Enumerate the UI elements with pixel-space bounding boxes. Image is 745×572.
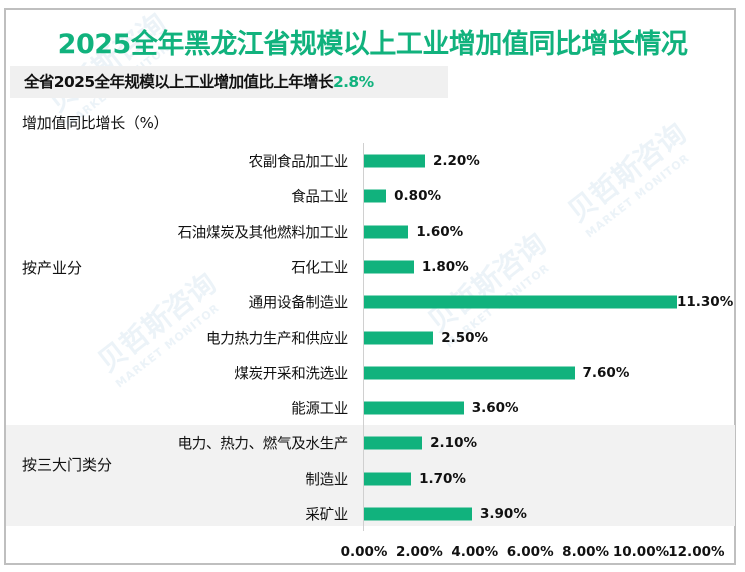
category-label: 电力、热力、燃气及水生产 (177, 436, 349, 453)
value-label: 3.90% (480, 506, 527, 522)
x-tick-label: 2.00% (395, 544, 443, 560)
bar (364, 331, 434, 344)
bar (364, 401, 464, 415)
x-tick-label: 0.00% (340, 544, 388, 560)
x-tick-label: 10.00% (612, 544, 670, 560)
value-label: 0.80% (394, 188, 441, 205)
value-label: 2.10% (430, 435, 477, 452)
value-label: 2.20% (432, 153, 480, 169)
value-label: 2.50% (441, 329, 489, 346)
category-label: 农副食品加工业 (248, 154, 349, 171)
category-label: 能源工业 (291, 401, 348, 418)
category-label: 煤炭开采和洗选业 (234, 366, 348, 383)
bar (364, 436, 423, 450)
category-label: 采矿业 (305, 507, 348, 524)
bar (364, 260, 414, 274)
bar (364, 225, 409, 239)
value-label: 3.60% (471, 400, 519, 417)
group-label-by-sector: 按三大门类分 (22, 456, 113, 474)
subtitle-box: 全省2025全年规模以上工业增加值比上年增长2.8% (10, 66, 448, 98)
x-tick-label: 12.00% (668, 544, 725, 560)
subtitle-text: 全省2025全年规模以上工业增加值比上年增长 (24, 73, 334, 91)
bar (364, 507, 473, 521)
y-axis-title: 增加值同比增长（%） (22, 114, 169, 132)
category-label: 食品工业 (291, 189, 348, 206)
category-label: 电力热力生产和供应业 (206, 331, 348, 347)
value-label: 1.70% (419, 470, 466, 487)
value-label: 1.60% (416, 223, 464, 240)
value-label: 7.60% (582, 364, 630, 381)
y-axis-line (363, 143, 364, 531)
group-label-by-industry: 按产业分 (22, 259, 83, 277)
bar (364, 189, 387, 203)
bar (364, 295, 677, 309)
chart-title: 2025全年黑龙江省规模以上工业增加值同比增长情况 (57, 29, 688, 60)
x-tick-label: 4.00% (451, 544, 499, 560)
category-label: 石化工业 (291, 260, 348, 277)
subtitle-highlight: 2.8% (332, 73, 374, 91)
value-label: 1.80% (421, 258, 469, 275)
category-label: 制造业 (305, 472, 348, 489)
bar (364, 154, 425, 168)
category-label: 石油煤炭及其他燃料加工业 (177, 225, 349, 242)
bar (364, 472, 412, 486)
category-label: 通用设备制造业 (248, 295, 349, 312)
value-label: 11.30% (677, 294, 734, 311)
bar (364, 366, 575, 380)
x-tick-label: 6.00% (506, 544, 554, 560)
subtitle: 全省2025全年规模以上工业增加值比上年增长2.8% (24, 66, 374, 98)
x-tick-label: 8.00% (562, 544, 610, 560)
